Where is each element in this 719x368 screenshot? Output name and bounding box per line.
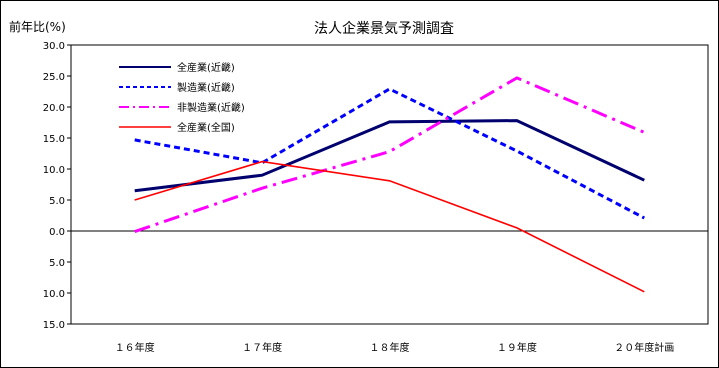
x-tick-label: １９年度 (497, 341, 537, 354)
y-tick-label: 15.0 (43, 134, 65, 145)
series-line-1 (134, 119, 645, 193)
legend-label-1: 全産業(近畿) (177, 61, 235, 74)
y-tick-label: 5.0 (49, 258, 65, 269)
legend-label-3: 非製造業(近畿) (177, 101, 245, 114)
plot-area-border (70, 44, 709, 325)
y-tick-label: 10.0 (43, 165, 65, 176)
legend-label-2: 製造業(近畿) (177, 81, 235, 94)
legend-label-4: 全産業(全国) (177, 121, 235, 134)
x-tick-label: ２０年度計画 (614, 341, 674, 354)
axes: 30.0 25.0 20.0 15.0 10.0 5.0 0.0 5.0 10.0 15.0 １６年… (43, 41, 709, 354)
y-axis-label: 前年比(%) (9, 19, 66, 34)
x-tick-label: １６年度 (115, 341, 155, 354)
x-tick-label: １８年度 (370, 341, 410, 354)
y-tick-label: 15.0 (43, 320, 65, 331)
series-layer (134, 76, 645, 293)
chart-title: 法人企業景気予測調査 (314, 20, 454, 37)
series-line-3 (134, 76, 645, 234)
series-line-4 (134, 160, 645, 293)
y-tick-label: 0.0 (49, 227, 65, 238)
y-tick-label: 25.0 (43, 72, 65, 83)
x-tick-label: １７年度 (242, 341, 282, 354)
y-tick-label: 20.0 (43, 103, 65, 114)
y-tick-label: 30.0 (43, 41, 65, 52)
y-tick-label: 5.0 (49, 196, 65, 207)
legend: 全産業(近畿) 製造業(近畿) 非製造業(近畿) 全産業(全国) (119, 61, 245, 134)
y-tick-label: 10.0 (43, 289, 65, 300)
